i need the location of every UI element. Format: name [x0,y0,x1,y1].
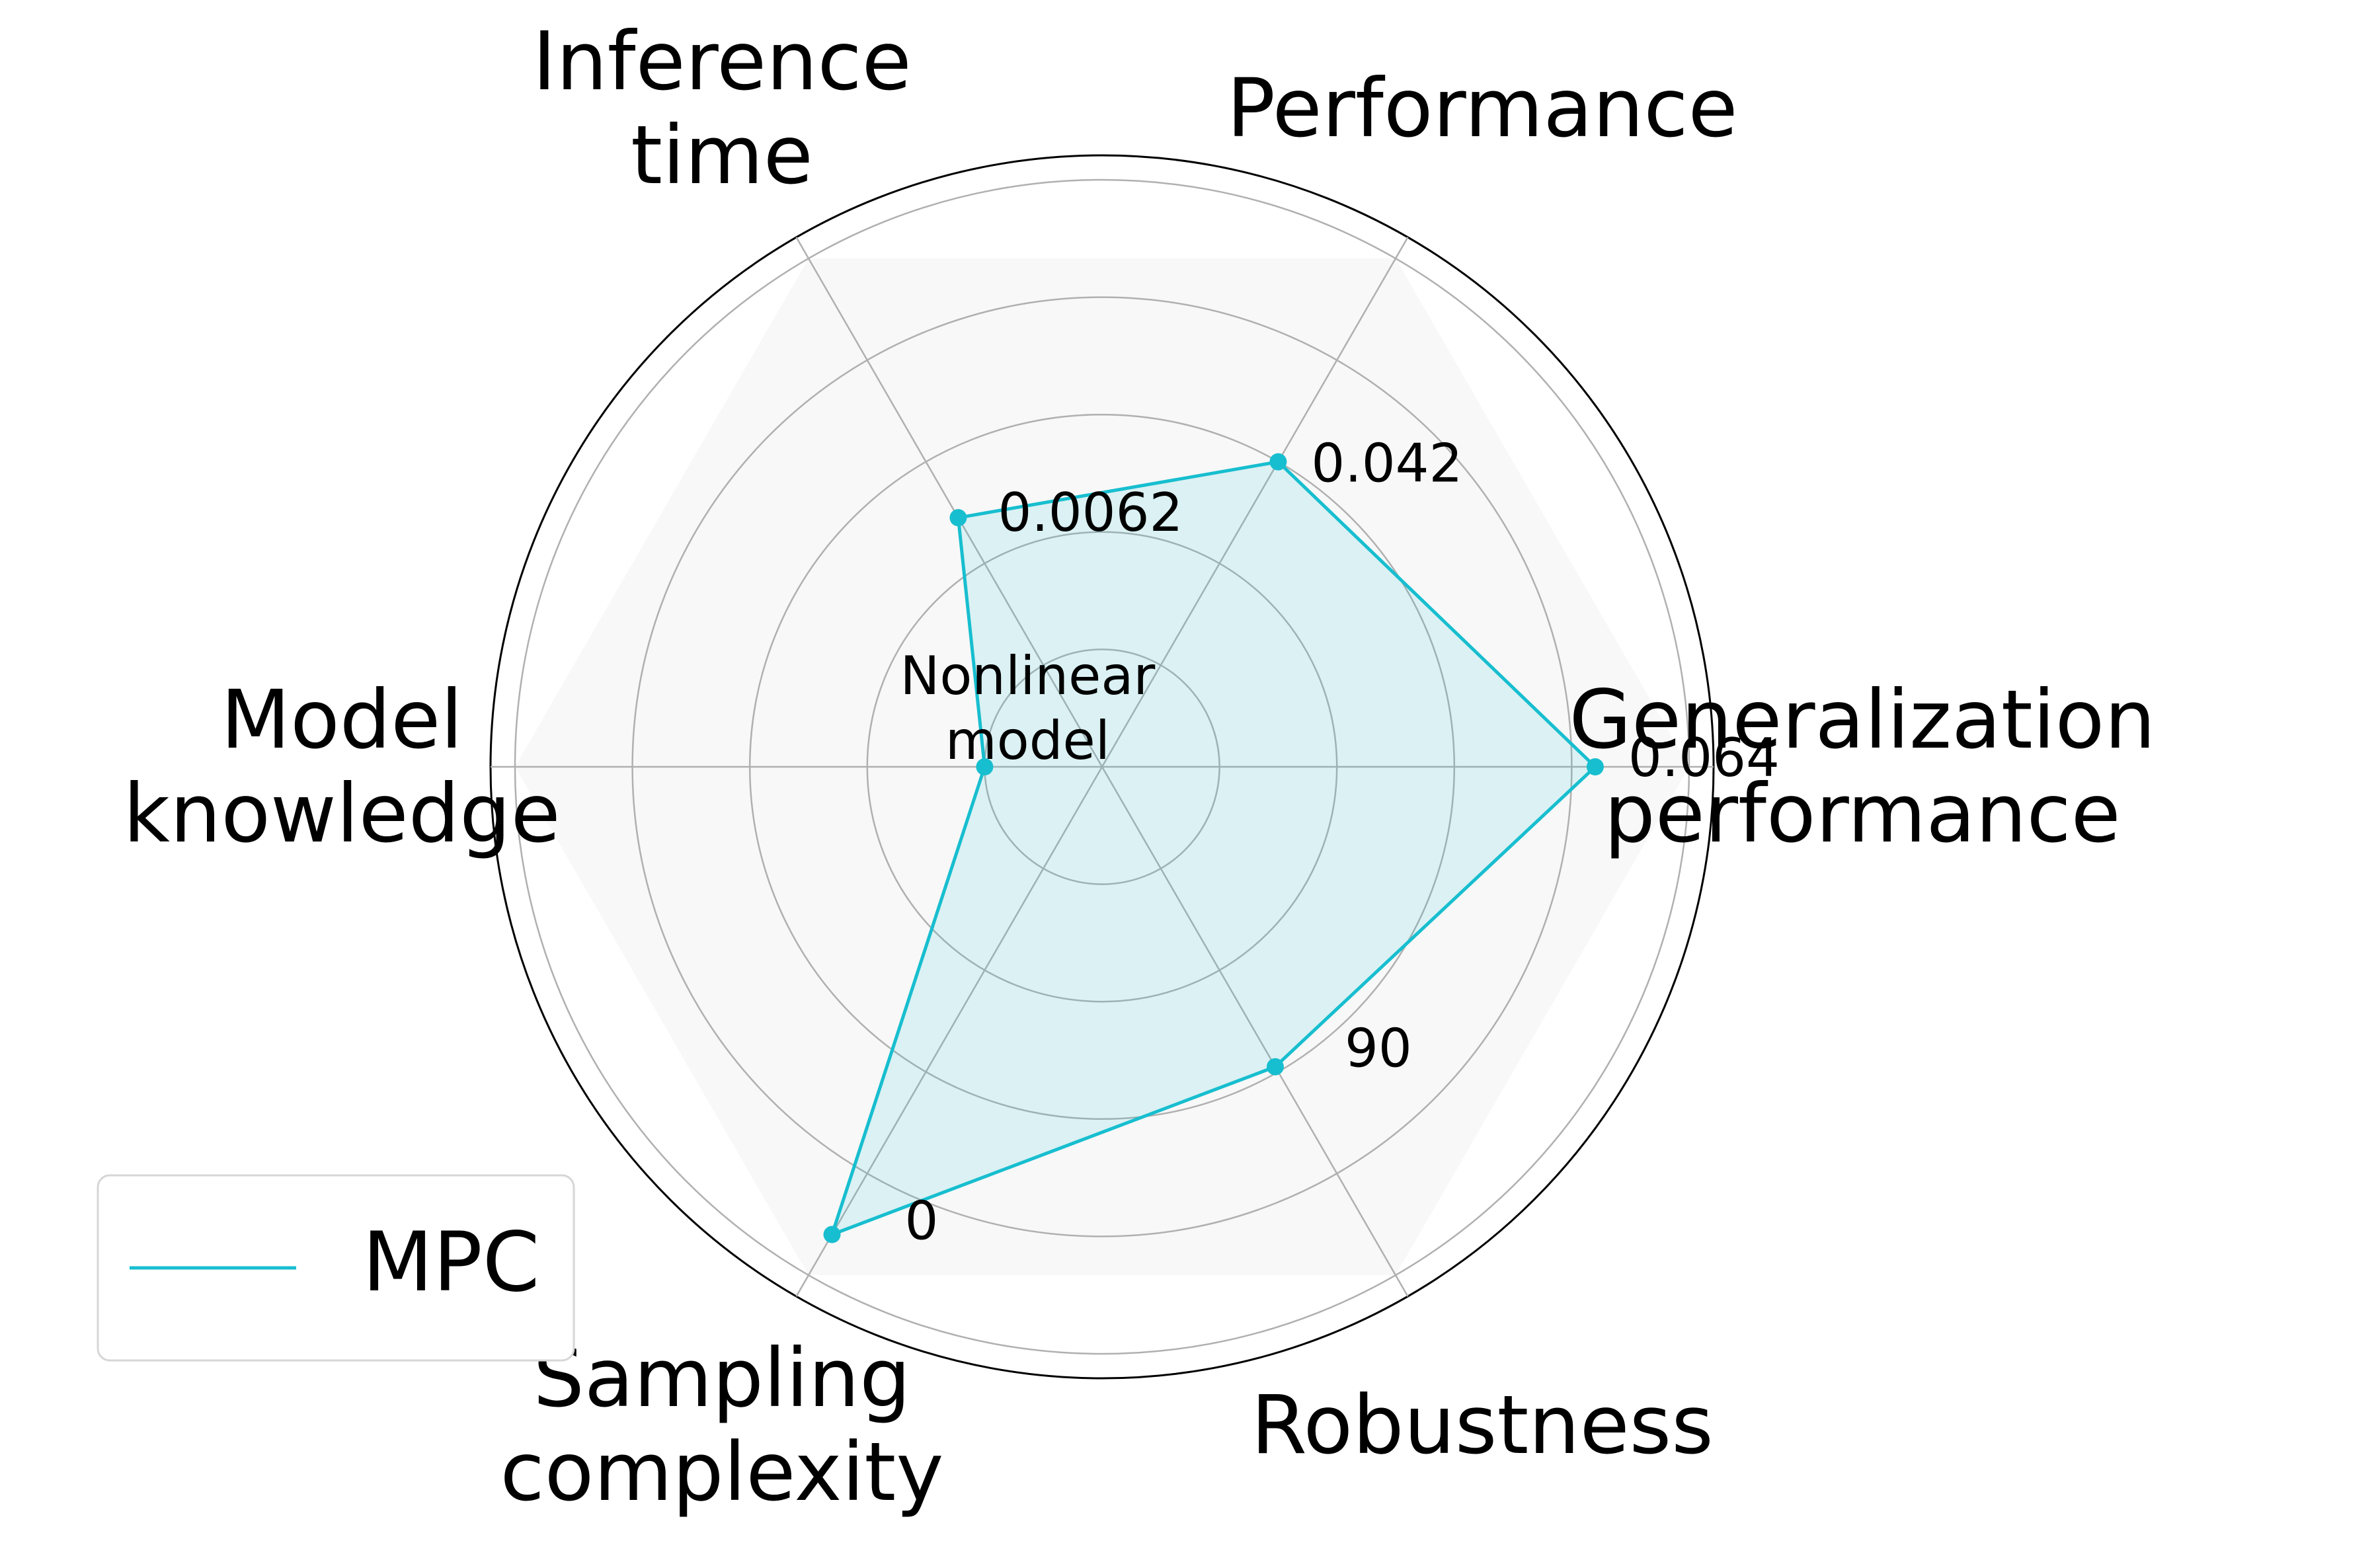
axis-label-line: performance [1604,767,2120,861]
axis-label: Generalization performance [1569,673,2155,861]
point-value-label: 0 [905,1190,939,1251]
axis-label-line: Sampling [533,1331,910,1425]
point-value-label: 0.0062 [998,482,1183,543]
axis-label-line: Robustness [1251,1378,1714,1472]
series-fill [832,461,1595,1235]
point-value-label-line: model [945,710,1110,771]
legend-box [97,1174,575,1362]
data-point [976,758,994,775]
axis-label: Sampling complexity [500,1331,944,1519]
data-point [949,509,967,527]
legend-label: MPC [362,1215,539,1310]
axis-label: Model knowledge [123,673,560,861]
axis-label: Performance [1226,61,1737,155]
data-point [1586,758,1604,775]
axis-label-line: knowledge [123,767,560,861]
axis-spoke [795,766,1103,1297]
axis-spoke [795,237,1103,767]
data-point [1266,1058,1284,1076]
axis-label-line: Inference [532,15,911,108]
series-layer [823,453,1604,1243]
point-value-label: 0.042 [1311,433,1462,494]
axis-label: Robustness [1251,1378,1714,1472]
point-value-label-line: Nonlinear [900,645,1156,707]
axis-spoke [1101,766,1409,1297]
axis-spoke [1101,237,1409,767]
radar-grid [489,154,1715,1380]
axis-label-line: Model [221,673,463,767]
axis-label-line: time [631,108,813,202]
label-layer: Generalization performance Performance Infe… [123,15,2155,1519]
axis-label-line: Generalization [1569,673,2155,767]
axis-label-line: Performance [1226,61,1737,155]
point-value-label: 90 [1345,1018,1412,1079]
axis-label-line: complexity [500,1425,944,1519]
axis-label: Inference time [532,15,911,202]
legend: MPC [97,1174,575,1362]
point-value-label: Nonlinear model [900,645,1156,771]
point-value-label: 0.064 [1628,727,1780,789]
data-point [1269,453,1287,471]
data-point [823,1226,841,1243]
